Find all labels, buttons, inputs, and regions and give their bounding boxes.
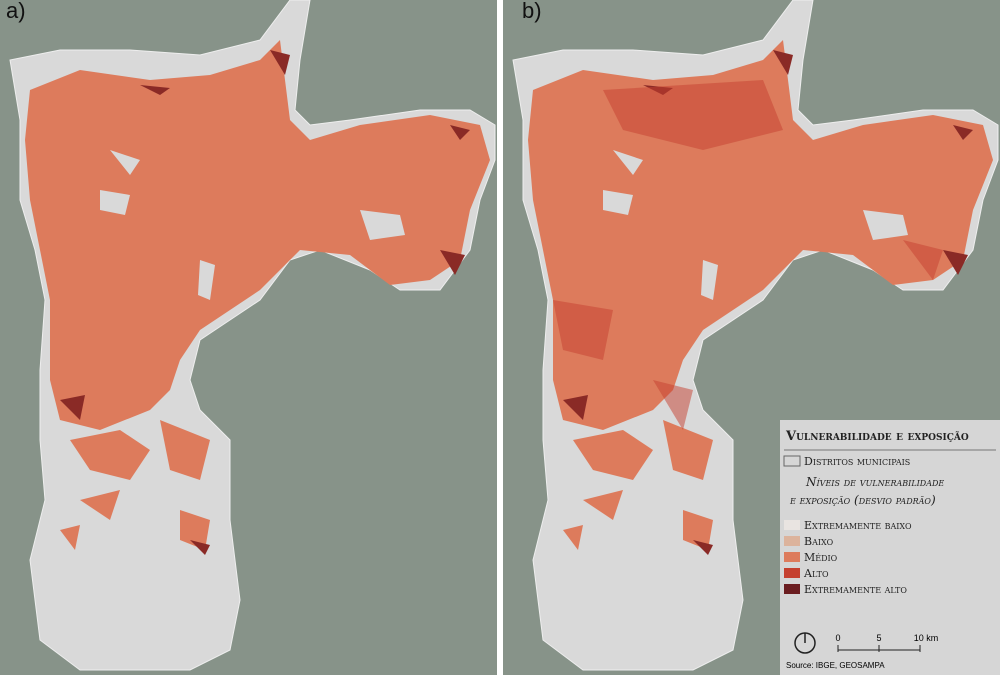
legend-class: Extremamente alto (804, 583, 907, 596)
legend-class: Médio (804, 551, 838, 564)
legend-class: Alto (803, 567, 829, 580)
map-a (0, 0, 498, 675)
legend: Vulnerabilidade e exposição Distritos mu… (780, 420, 1000, 675)
panel-label: b) (522, 0, 542, 23)
scale-label: 0 (835, 633, 840, 643)
legend-swatch (784, 536, 800, 546)
legend-title: Vulnerabilidade e exposição (785, 429, 969, 444)
scale-label: 5 (876, 633, 881, 643)
legend-swatch (784, 584, 800, 594)
legend-subtitle: e exposição (desvio padrão) (789, 493, 936, 507)
scale-label: 10 km (914, 633, 939, 643)
legend-districts: Distritos municipais (804, 455, 910, 468)
legend-subtitle: Níveis de vulnerabilidade (805, 475, 944, 489)
legend-class: Extremamente baixo (804, 519, 912, 532)
legend-swatch (784, 520, 800, 530)
legend-swatch (784, 568, 800, 578)
district-swatch (783, 455, 801, 467)
legend-swatch (784, 552, 800, 562)
source: Source: IBGE, GEOSAMPA (786, 661, 885, 670)
panel-label: a) (6, 0, 26, 23)
legend-class: Baixo (804, 535, 834, 548)
